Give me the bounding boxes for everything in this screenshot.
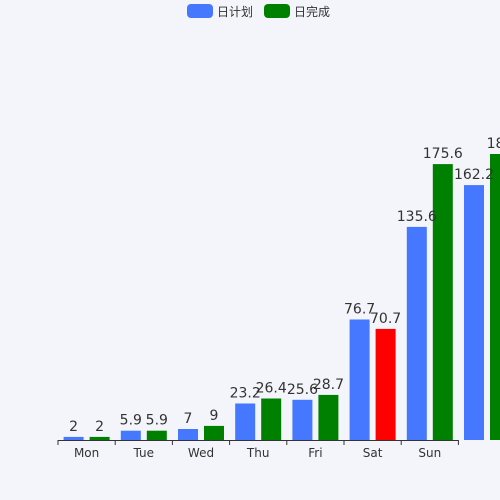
data-label: 9 xyxy=(210,408,219,424)
legend-item-2[interactable]: 日完成 xyxy=(264,4,330,19)
bar[interactable] xyxy=(432,164,453,440)
data-label: 2 xyxy=(69,419,78,435)
bar[interactable] xyxy=(464,185,484,440)
bar[interactable] xyxy=(89,436,110,440)
data-label: 135.6 xyxy=(397,209,437,225)
data-labels: 2 2 5.9 5.9 7 9 23.226.4 25.628.7 76.770.7 135.6 1… xyxy=(69,136,500,435)
x-tick-label: Sun xyxy=(418,446,441,460)
bar[interactable] xyxy=(146,430,167,440)
data-label: 162.2 xyxy=(454,167,494,183)
bar[interactable] xyxy=(375,328,396,440)
bars xyxy=(63,154,500,441)
legend-label: 日计划 xyxy=(217,5,253,19)
data-label: 76.7 xyxy=(344,302,375,318)
data-label: 23.2 xyxy=(230,386,261,402)
data-label: 70.7 xyxy=(370,311,401,327)
data-label: 25.6 xyxy=(287,382,318,398)
data-label: 7 xyxy=(184,411,193,427)
x-tick-label: Sat xyxy=(363,446,383,460)
data-label: 5.9 xyxy=(120,413,142,429)
legend: 日计划 日完成 xyxy=(187,4,330,19)
legend-item-1[interactable]: 日计划 xyxy=(187,4,253,19)
data-label: 182 xyxy=(487,136,500,152)
bar[interactable] xyxy=(292,399,313,440)
data-label: 5.9 xyxy=(146,413,168,429)
bar[interactable] xyxy=(261,398,282,441)
bar[interactable] xyxy=(235,403,256,441)
bar[interactable] xyxy=(120,430,141,440)
x-tick-label: Fri xyxy=(308,446,322,460)
bar[interactable] xyxy=(318,394,339,440)
bar[interactable] xyxy=(406,226,427,440)
legend-swatch xyxy=(264,4,290,18)
x-tick-label: Mon xyxy=(74,446,99,460)
bar[interactable] xyxy=(63,436,84,440)
data-label: 28.7 xyxy=(313,377,344,393)
data-label: 2 xyxy=(95,419,104,435)
x-axis: Mon Tue Wed Thu Fri Sat Sun xyxy=(57,440,459,460)
bar[interactable] xyxy=(178,429,198,440)
x-tick-label: Wed xyxy=(188,446,214,460)
bar[interactable] xyxy=(349,319,370,441)
data-label: 26.4 xyxy=(256,381,287,397)
bar[interactable] xyxy=(490,154,500,440)
x-tick-label: Thu xyxy=(246,446,270,460)
bar[interactable] xyxy=(204,425,224,440)
legend-swatch xyxy=(187,4,213,18)
data-label: 175.6 xyxy=(423,146,463,162)
legend-label: 日完成 xyxy=(294,4,330,19)
x-tick-label: Tue xyxy=(133,446,155,460)
